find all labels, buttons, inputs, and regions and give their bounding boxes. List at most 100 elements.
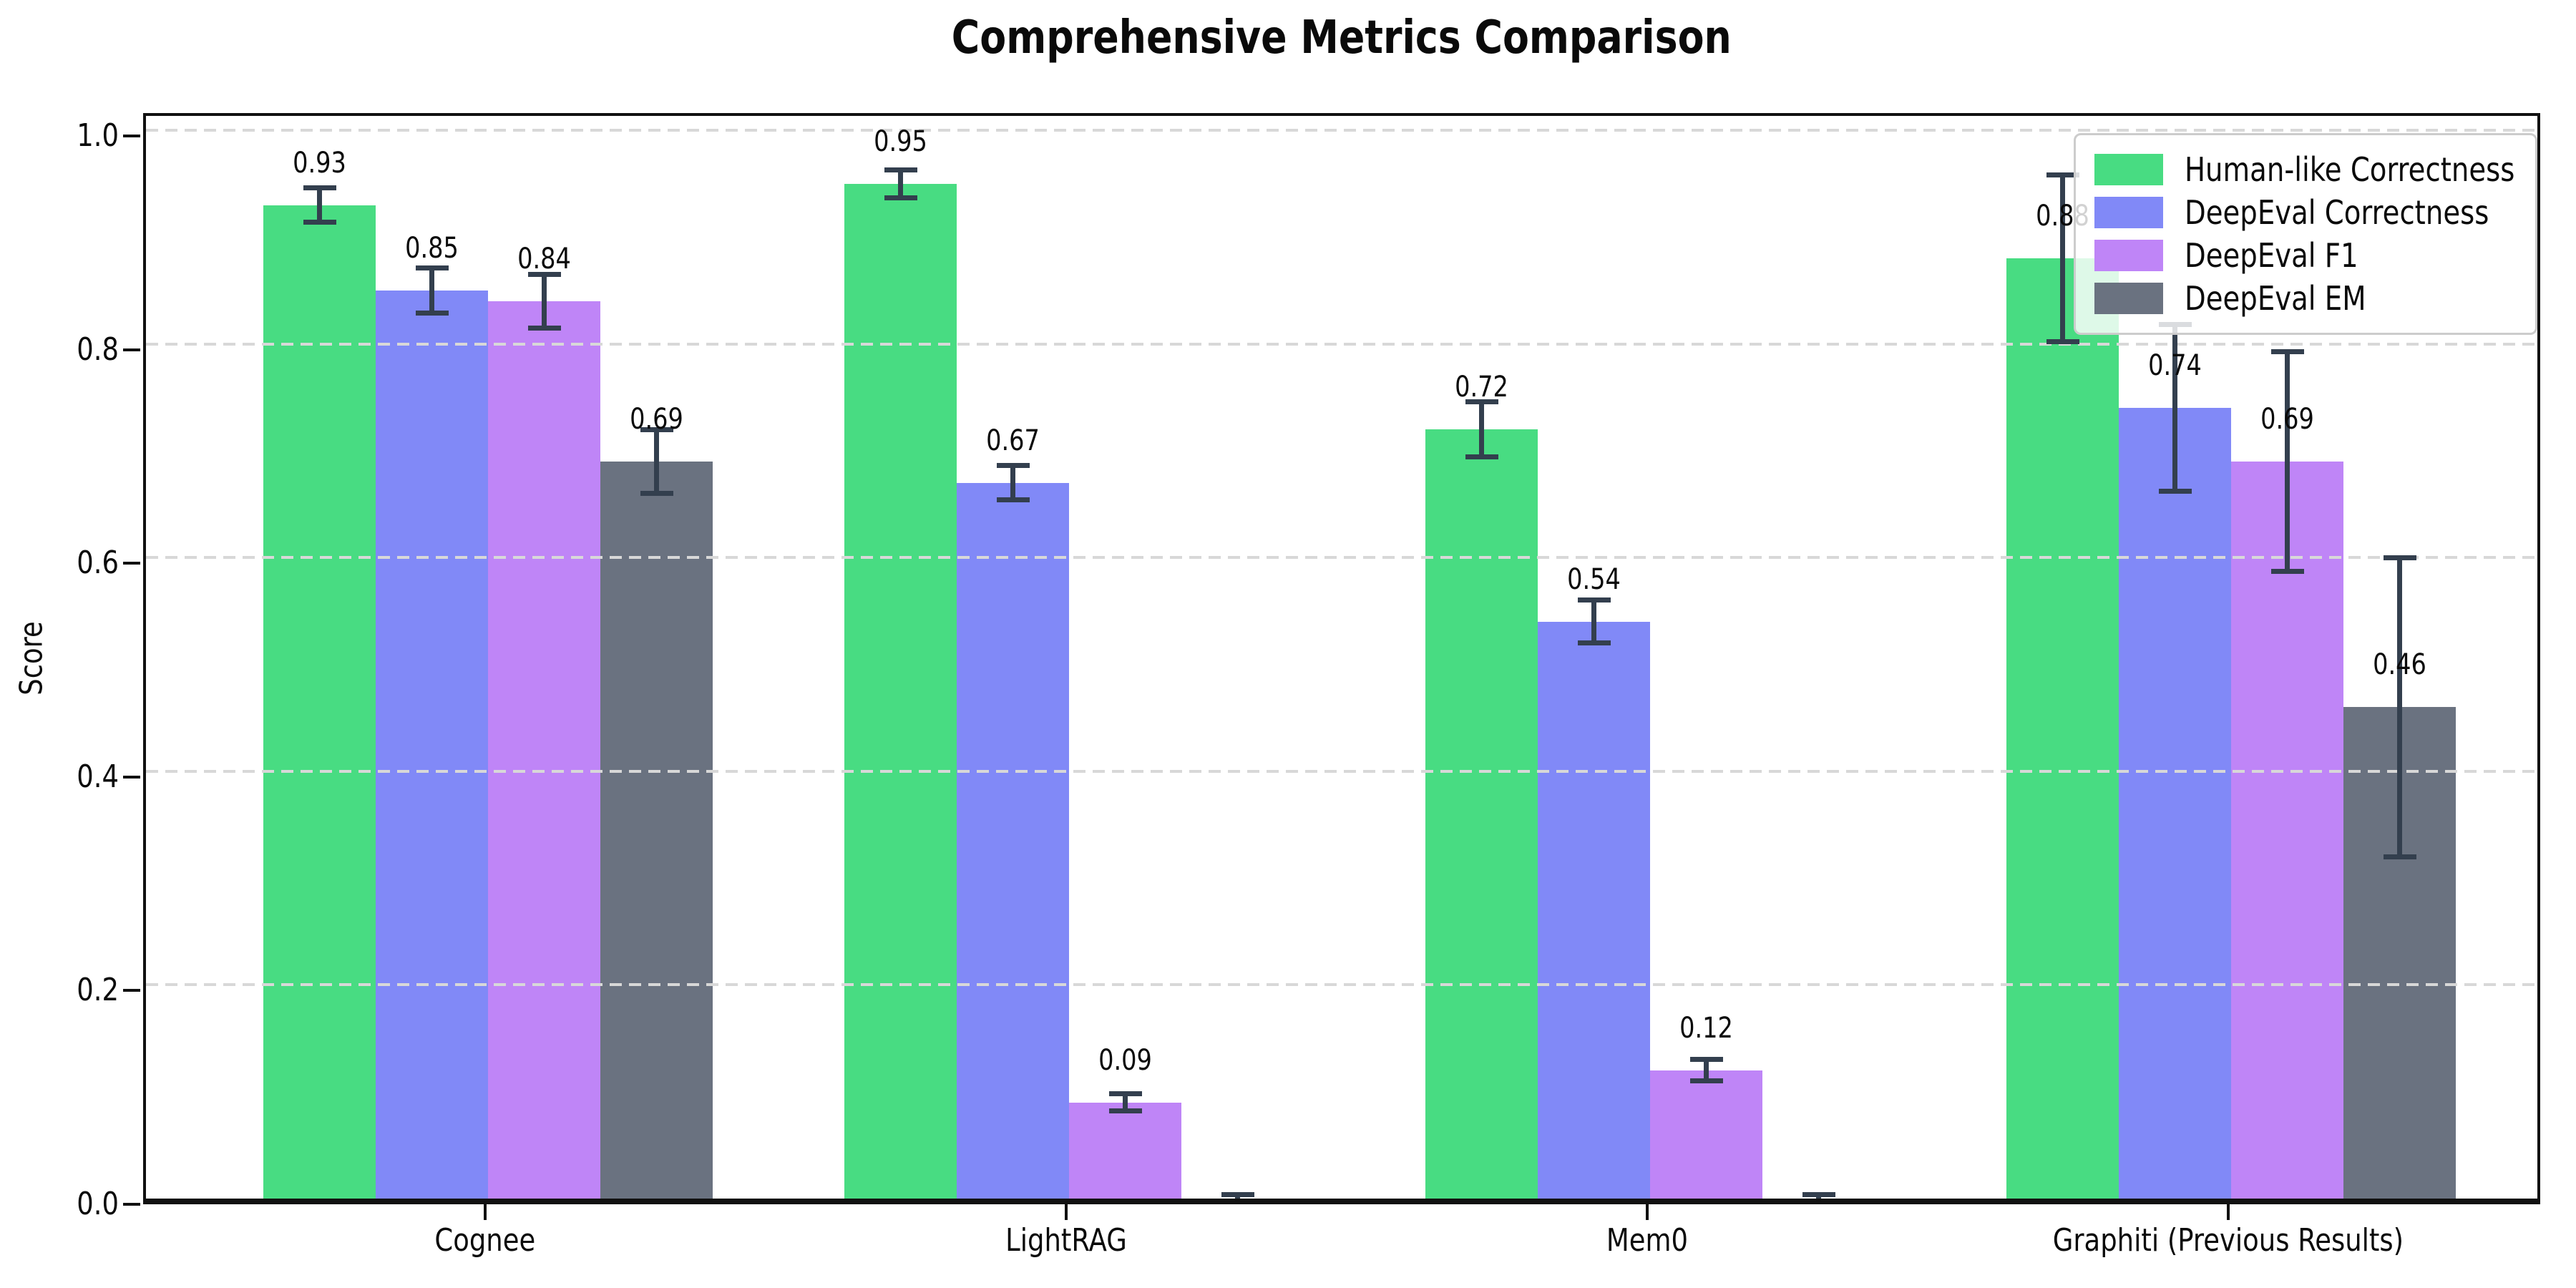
y-tick-0.8 <box>123 348 140 351</box>
bar-deepeval-f1-mem0 <box>1650 1070 1762 1199</box>
y-tick-label-0.2: 0.2 <box>11 972 119 1009</box>
error-cap-bottom-deepeval-correctness-graphiti-previous-results <box>2158 489 2192 494</box>
error-cap-top-deepeval-f1-cognee <box>527 272 561 278</box>
legend-item-deepeval-em: DeepEval EM <box>2094 277 2517 320</box>
bar-human-like-correctness-graphiti-previous-results <box>2006 258 2119 1199</box>
legend-label-text-human-like-correctness: Human-like Correctness <box>2185 150 2515 189</box>
y-tick-label-text-0.0: 0.0 <box>77 1186 119 1222</box>
bar-deepeval-correctness-mem0 <box>1538 621 1650 1199</box>
legend-label-deepeval-f1: DeepEval F1 <box>2185 235 2391 275</box>
error-bar-deepeval-correctness-lightrag <box>1010 465 1015 500</box>
legend-swatch-deepeval-f1 <box>2094 240 2163 271</box>
legend-label-human-like-correctness: Human-like Correctness <box>2185 150 2576 190</box>
y-tick-label-0.8: 0.8 <box>11 331 119 369</box>
value-label-text-deepeval-f1-mem0: 0.12 <box>1679 1011 1733 1045</box>
error-cap-top-human-like-correctness-lightrag <box>884 167 917 172</box>
value-label-text-deepeval-em-graphiti-previous-results: 0.46 <box>2373 648 2426 682</box>
x-tick-lightrag <box>1065 1204 1068 1220</box>
legend-label-text-deepeval-f1: DeepEval F1 <box>2185 236 2358 275</box>
x-tick-cognee <box>484 1204 487 1220</box>
y-tick-label-text-0.6: 0.6 <box>77 545 119 582</box>
value-label-deepeval-em-graphiti-previous-results: 0.46 <box>2293 647 2507 683</box>
y-tick-0.6 <box>123 562 140 565</box>
bar-deepeval-em-cognee <box>600 461 713 1199</box>
value-label-text-human-like-correctness-cognee: 0.93 <box>293 146 346 180</box>
y-tick-label-text-0.2: 0.2 <box>77 972 119 1009</box>
y-tick-label-text-1.0: 1.0 <box>77 117 119 154</box>
bar-deepeval-f1-cognee <box>488 301 600 1199</box>
value-label-deepeval-em-cognee: 0.69 <box>550 401 764 437</box>
value-label-text-deepeval-em-cognee: 0.69 <box>630 402 683 436</box>
error-cap-top-human-like-correctness-mem0 <box>1465 399 1498 404</box>
error-cap-bottom-deepeval-correctness-cognee <box>415 310 449 316</box>
legend-swatch-human-like-correctness <box>2094 154 2163 185</box>
x-tick-label-text-cognee: Cognee <box>434 1222 536 1259</box>
gridline-0.4 <box>146 769 2537 773</box>
error-cap-top-deepeval-f1-mem0 <box>1689 1057 1723 1063</box>
error-cap-top-deepeval-correctness-cognee <box>415 265 449 271</box>
legend-item-deepeval-f1: DeepEval F1 <box>2094 234 2517 277</box>
value-label-text-deepeval-f1-cognee: 0.84 <box>517 242 571 275</box>
error-cap-bottom-human-like-correctness-lightrag <box>884 195 917 200</box>
value-label-deepeval-f1-lightrag: 0.09 <box>1018 1043 1233 1078</box>
x-tick-label-text-graphiti-previous-results: Graphiti (Previous Results) <box>2052 1222 2404 1259</box>
error-cap-bottom-deepeval-em-mem0 <box>1802 1200 1835 1204</box>
error-cap-top-deepeval-correctness-mem0 <box>1577 597 1611 603</box>
bar-deepeval-f1-graphiti-previous-results <box>2231 461 2343 1199</box>
chart-title: Comprehensive Metrics Comparison <box>143 11 2540 64</box>
y-tick-label-1.0: 1.0 <box>11 117 119 155</box>
x-tick-label-lightrag: LightRAG <box>744 1221 1388 1260</box>
x-tick-label-cognee: Cognee <box>163 1221 807 1260</box>
bar-human-like-correctness-cognee <box>263 205 376 1199</box>
error-bar-deepeval-em-graphiti-previous-results <box>2397 557 2402 857</box>
value-label-text-deepeval-correctness-graphiti-previous-results: 0.74 <box>2148 349 2202 383</box>
error-cap-bottom-deepeval-f1-lightrag <box>1108 1108 1142 1114</box>
error-bar-human-like-correctness-mem0 <box>1479 401 1484 457</box>
bar-deepeval-f1-lightrag <box>1069 1102 1181 1199</box>
error-cap-top-human-like-correctness-graphiti-previous-results <box>2046 172 2079 178</box>
error-cap-bottom-deepeval-em-graphiti-previous-results <box>2383 854 2416 859</box>
bar-human-like-correctness-mem0 <box>1425 429 1538 1199</box>
error-bar-deepeval-f1-cognee <box>542 274 547 328</box>
error-bar-human-like-correctness-graphiti-previous-results <box>2060 175 2065 342</box>
x-tick-label-text-lightrag: LightRAG <box>1005 1222 1127 1259</box>
legend-item-deepeval-correctness: DeepEval Correctness <box>2094 191 2517 234</box>
gridline-1.0 <box>146 129 2537 132</box>
y-axis-label: Score <box>13 621 50 696</box>
y-tick-1.0 <box>123 135 140 137</box>
x-tick-label-text-mem0: Mem0 <box>1606 1222 1689 1259</box>
value-label-deepeval-correctness-cognee: 0.85 <box>325 230 540 266</box>
error-cap-bottom-deepeval-em-cognee <box>640 491 673 497</box>
error-bar-deepeval-f1-mem0 <box>1704 1059 1709 1081</box>
x-tick-label-mem0: Mem0 <box>1325 1221 1969 1260</box>
gridline-0.2 <box>146 983 2537 987</box>
gridline-0.6 <box>146 556 2537 560</box>
error-cap-bottom-human-like-correctness-mem0 <box>1465 454 1498 460</box>
error-cap-top-deepeval-f1-graphiti-previous-results <box>2270 348 2304 354</box>
y-tick-0.2 <box>123 989 140 992</box>
bar-deepeval-correctness-graphiti-previous-results <box>2119 408 2231 1199</box>
error-cap-top-human-like-correctness-cognee <box>303 185 336 191</box>
value-label-text-deepeval-correctness-mem0: 0.54 <box>1567 562 1621 596</box>
bar-deepeval-correctness-cognee <box>376 290 488 1199</box>
legend-label-deepeval-correctness: DeepEval Correctness <box>2185 192 2547 233</box>
error-bar-deepeval-correctness-graphiti-previous-results <box>2172 324 2177 492</box>
error-bar-deepeval-em-cognee <box>654 429 659 494</box>
error-cap-bottom-deepeval-em-lightrag <box>1221 1200 1254 1204</box>
gridline-0.8 <box>146 342 2537 346</box>
legend: Human-like Correctness DeepEval Correctne… <box>2074 133 2537 335</box>
error-bar-human-like-correctness-lightrag <box>898 170 903 198</box>
error-cap-bottom-deepeval-correctness-mem0 <box>1577 640 1611 646</box>
value-label-text-deepeval-correctness-lightrag: 0.67 <box>986 424 1040 457</box>
error-cap-top-deepeval-f1-lightrag <box>1108 1091 1142 1097</box>
value-label-human-like-correctness-mem0: 0.72 <box>1375 369 1589 405</box>
x-tick-graphiti-previous-results <box>2227 1204 2230 1220</box>
value-label-deepeval-f1-mem0: 0.12 <box>1599 1010 1814 1046</box>
error-cap-top-deepeval-em-graphiti-previous-results <box>2383 555 2416 560</box>
error-cap-bottom-deepeval-f1-graphiti-previous-results <box>2270 569 2304 575</box>
value-label-deepeval-correctness-mem0: 0.54 <box>1487 562 1702 597</box>
value-label-text-deepeval-f1-graphiti-previous-results: 0.69 <box>2260 402 2314 436</box>
value-label-text-human-like-correctness-lightrag: 0.95 <box>874 125 927 158</box>
value-label-deepeval-correctness-lightrag: 0.67 <box>906 423 1121 459</box>
value-label-text-deepeval-correctness-cognee: 0.85 <box>405 231 459 265</box>
